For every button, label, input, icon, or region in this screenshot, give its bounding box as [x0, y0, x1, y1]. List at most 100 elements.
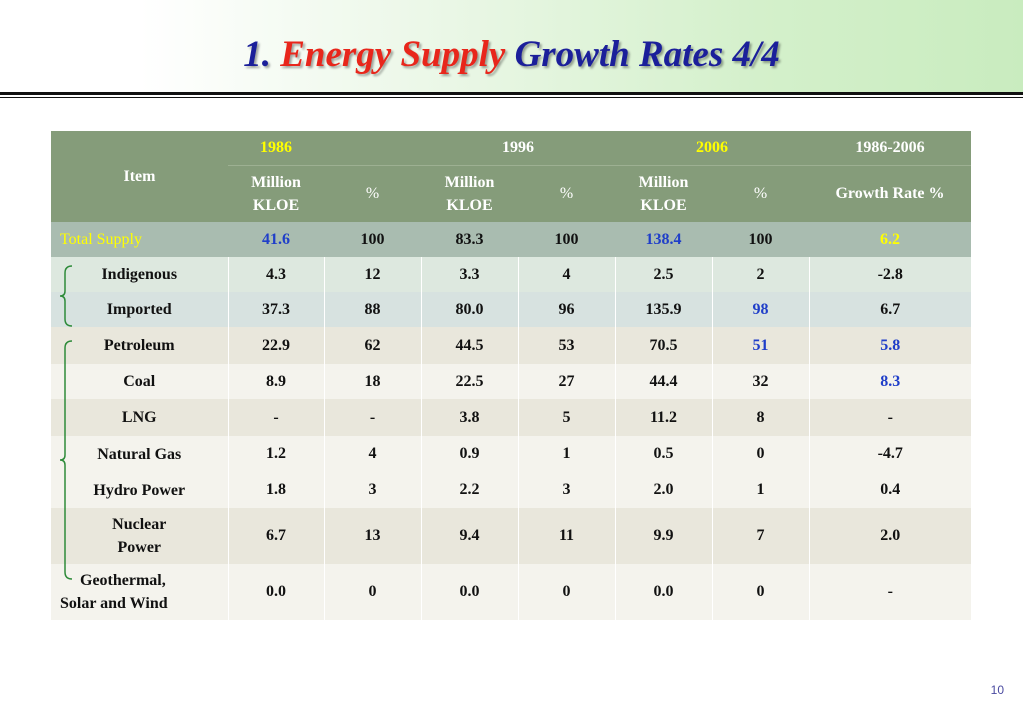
- row-label: Total Supply: [51, 222, 228, 257]
- cell: 0.0: [227, 564, 324, 620]
- header-unit-pct-2006: %: [712, 164, 809, 222]
- row-label: Nuclear Power: [51, 508, 228, 564]
- cell: 3.3: [420, 257, 518, 292]
- cell: 8: [711, 399, 809, 436]
- title-energy-supply: Energy Supply: [280, 34, 506, 75]
- cell: 1.8: [227, 472, 324, 508]
- table-row: Coal 8.9 18 22.5 27 44.4 32 8.3: [51, 364, 971, 399]
- cell: 41.6: [228, 222, 324, 257]
- cell: 138.4: [615, 222, 712, 257]
- title-rule-thin: [0, 97, 1023, 98]
- cell: 0: [711, 436, 809, 472]
- header-year-1986: 1986: [228, 131, 324, 165]
- row-label: Geothermal, Solar and Wind: [51, 564, 228, 620]
- cell: 0: [711, 564, 809, 620]
- table-row: Hydro Power 1.8 3 2.2 3 2.0 1 0.4: [51, 472, 971, 508]
- header-unit-kloe-1986: Million KLOE: [228, 164, 324, 222]
- cell: 3.8: [420, 399, 518, 436]
- cell: 96: [517, 292, 615, 327]
- cell: -2.8: [808, 257, 971, 292]
- cell: 100: [518, 222, 615, 257]
- title-growth-rates: Growth Rates: [514, 34, 724, 75]
- cell: 0.5: [614, 436, 712, 472]
- slide-title: 1. Energy Supply Growth Rates 4/4: [0, 36, 1023, 73]
- cell: 6.7: [808, 292, 971, 327]
- cell: 27: [517, 364, 615, 399]
- cell: 88: [323, 292, 421, 327]
- header-year-1996: 1996: [421, 131, 615, 165]
- title-page-of: 4/4: [732, 34, 780, 75]
- cell: 3: [517, 472, 615, 508]
- energy-supply-table: Item 1986 1996 2006 1986-2006 Million KL…: [51, 131, 971, 620]
- cell: -: [227, 399, 324, 436]
- row-label: Natural Gas: [51, 436, 228, 472]
- cell: -: [323, 399, 421, 436]
- cell: 6.7: [227, 508, 324, 564]
- cell: 7: [711, 508, 809, 564]
- cell: 1.2: [227, 436, 324, 472]
- row-label-line2: Solar and Wind: [60, 595, 168, 612]
- header-unit-growth: Growth Rate %: [809, 164, 971, 222]
- brace-energy-sources: [59, 340, 73, 580]
- cell: 5.8: [808, 327, 971, 364]
- table-row: LNG - - 3.8 5 11.2 8 -: [51, 399, 971, 436]
- table-row: Nuclear Power 6.7 13 9.4 11 9.9 7 2.0: [51, 508, 971, 564]
- cell: 6.2: [809, 222, 971, 257]
- header-unit-pct-1996: %: [518, 164, 615, 222]
- cell: 44.5: [420, 327, 518, 364]
- cell: 9.9: [614, 508, 712, 564]
- cell: 51: [711, 327, 809, 364]
- cell: 13: [323, 508, 421, 564]
- row-label: Imported: [51, 292, 228, 327]
- cell: 5: [517, 399, 615, 436]
- cell: 4: [323, 436, 421, 472]
- cell: 0.9: [420, 436, 518, 472]
- cell: 22.9: [227, 327, 324, 364]
- row-label-line1: Geothermal,: [80, 572, 166, 589]
- cell: 12: [323, 257, 421, 292]
- cell: 135.9: [614, 292, 712, 327]
- cell: 83.3: [421, 222, 518, 257]
- cell: 44.4: [614, 364, 712, 399]
- cell: 0: [517, 564, 615, 620]
- row-label: Petroleum: [51, 327, 228, 364]
- header-unit-kloe-2006: Million KLOE: [615, 164, 712, 222]
- cell: 0: [323, 564, 421, 620]
- cell: 8.3: [808, 364, 971, 399]
- cell: 0.4: [808, 472, 971, 508]
- row-label: Hydro Power: [51, 472, 228, 508]
- cell: 0.0: [420, 564, 518, 620]
- header-row-years: Item 1986 1996 2006 1986-2006: [51, 131, 971, 222]
- table-row: Geothermal, Solar and Wind 0.0 0 0.0 0 0…: [51, 564, 971, 620]
- cell: 62: [323, 327, 421, 364]
- cell: 1: [711, 472, 809, 508]
- cell: 2.0: [808, 508, 971, 564]
- table-row: Imported 37.3 88 80.0 96 135.9 98 6.7: [51, 292, 971, 327]
- table-row: Natural Gas 1.2 4 0.9 1 0.5 0 -4.7: [51, 436, 971, 472]
- title-number: 1.: [243, 34, 271, 75]
- header-unit-pct-1986: %: [324, 164, 421, 222]
- cell: 0.0: [614, 564, 712, 620]
- cell: 9.4: [420, 508, 518, 564]
- cell: 2: [711, 257, 809, 292]
- row-label: Coal: [51, 364, 228, 399]
- cell: 98: [711, 292, 809, 327]
- table-row: Petroleum 22.9 62 44.5 53 70.5 51 5.8: [51, 327, 971, 364]
- cell: 18: [323, 364, 421, 399]
- cell: 100: [712, 222, 809, 257]
- header-year-2006: 2006: [615, 131, 809, 165]
- cell: 11.2: [614, 399, 712, 436]
- cell: 2.5: [614, 257, 712, 292]
- table-row-total-supply: Total Supply 41.6 100 83.3 100 138.4 100…: [51, 222, 971, 257]
- cell: 37.3: [227, 292, 324, 327]
- row-label: Indigenous: [51, 257, 228, 292]
- cell: 8.9: [227, 364, 324, 399]
- cell: 4.3: [227, 257, 324, 292]
- brace-supply-source: [59, 265, 73, 327]
- cell: 53: [517, 327, 615, 364]
- cell: 1: [517, 436, 615, 472]
- cell: -: [808, 564, 971, 620]
- page-number: 10: [990, 683, 1004, 697]
- title-band: [140, 0, 1023, 92]
- cell: -: [808, 399, 971, 436]
